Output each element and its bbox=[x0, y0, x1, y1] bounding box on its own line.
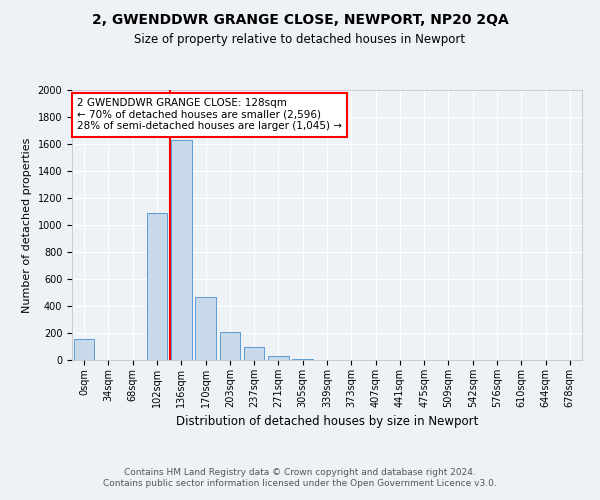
Bar bbox=[195, 296, 216, 360]
Bar bbox=[268, 356, 289, 360]
Bar bbox=[171, 140, 191, 360]
Text: Size of property relative to detached houses in Newport: Size of property relative to detached ho… bbox=[134, 32, 466, 46]
Bar bbox=[244, 347, 265, 360]
Text: Contains HM Land Registry data © Crown copyright and database right 2024.
Contai: Contains HM Land Registry data © Crown c… bbox=[103, 468, 497, 487]
Bar bbox=[146, 213, 167, 360]
Bar bbox=[220, 332, 240, 360]
X-axis label: Distribution of detached houses by size in Newport: Distribution of detached houses by size … bbox=[176, 416, 478, 428]
Text: 2 GWENDDWR GRANGE CLOSE: 128sqm
← 70% of detached houses are smaller (2,596)
28%: 2 GWENDDWR GRANGE CLOSE: 128sqm ← 70% of… bbox=[77, 98, 342, 132]
Y-axis label: Number of detached properties: Number of detached properties bbox=[22, 138, 32, 312]
Text: 2, GWENDDWR GRANGE CLOSE, NEWPORT, NP20 2QA: 2, GWENDDWR GRANGE CLOSE, NEWPORT, NP20 … bbox=[92, 12, 508, 26]
Bar bbox=[74, 339, 94, 360]
